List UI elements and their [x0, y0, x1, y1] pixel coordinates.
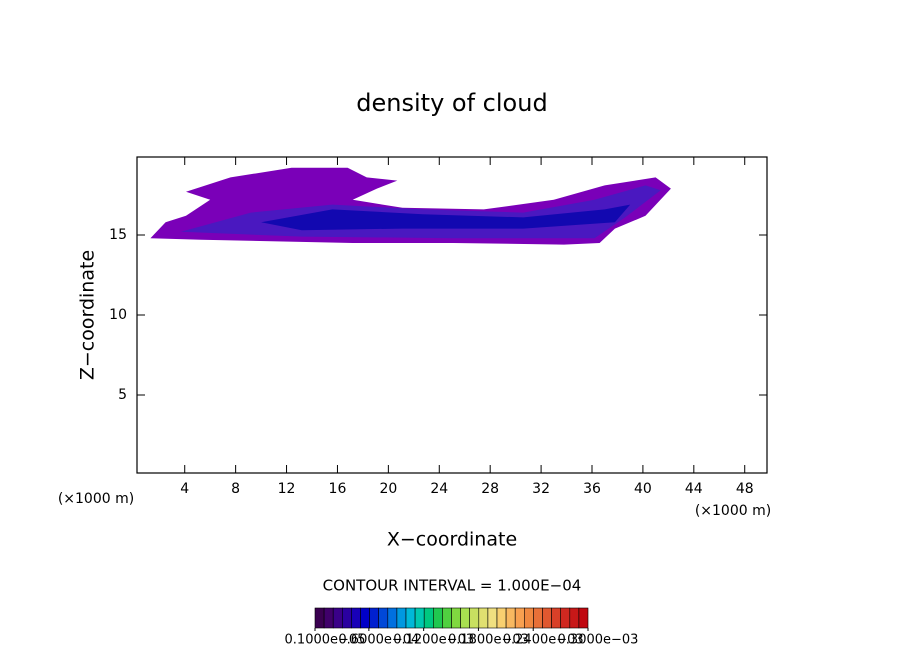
colorbar-cell: [432, 607, 443, 629]
colorbar-cell: [414, 607, 425, 629]
x-tick-label: 16: [329, 481, 347, 497]
colorbar-cell: [542, 607, 552, 629]
y-tick-label: 10: [109, 307, 127, 323]
colorbar-tick-label: 0.1800e−03: [448, 633, 529, 648]
colorbar-tick-label: 0.1200e−03: [393, 633, 474, 648]
colorbar-cell: [451, 607, 461, 629]
colorbar-cell: [341, 607, 352, 629]
colorbar-cell: [578, 607, 589, 629]
colorbar-cell: [551, 607, 561, 629]
colorbar-cell: [378, 607, 389, 629]
colorbar-cell: [405, 607, 416, 629]
x-tick-label: 4: [180, 481, 189, 497]
colorbar-cell: [496, 607, 507, 629]
colorbar-cell: [514, 607, 525, 629]
colorbar-cell: [505, 607, 516, 629]
colorbar-cell: [569, 607, 580, 629]
x-axis-label: X−coordinate: [387, 529, 517, 551]
x-tick-label: 48: [736, 481, 754, 497]
x-tick-label: 12: [278, 481, 296, 497]
colorbar-tick-label: 0.1000e−05: [285, 633, 366, 648]
colorbar-tick-label: 0.6000e−04: [338, 633, 419, 648]
colorbar-cell: [387, 607, 398, 629]
contour-region: [261, 204, 631, 231]
colorbar-cell: [460, 607, 471, 629]
x-tick-label: 20: [379, 481, 397, 497]
x-tick-label: 28: [481, 481, 499, 497]
colorbar-cell: [560, 607, 571, 629]
colorbar-tick-label: 0.3000e−03: [558, 633, 639, 648]
colorbar-cell: [469, 607, 480, 629]
x-tick-label: 44: [685, 481, 703, 497]
y-tick-label: 5: [118, 387, 127, 403]
colorbar-cell: [396, 607, 407, 629]
colorbar-cell: [478, 607, 489, 629]
x-tick-label: 8: [231, 481, 240, 497]
x-tick-label: 40: [634, 481, 652, 497]
x-tick-label: 24: [430, 481, 448, 497]
plot-area: [150, 167, 671, 245]
colorbar-cell: [423, 607, 434, 629]
colorbar-cell: [360, 607, 370, 629]
colorbar-cell: [369, 607, 380, 629]
colorbar-tick-label: 0.2400e−03: [503, 633, 584, 648]
colorbar-cell: [314, 607, 325, 629]
chart-title: density of cloud: [356, 89, 547, 117]
y-axis-label: Z−coordinate: [77, 250, 99, 380]
colorbar-cell: [323, 607, 334, 629]
colorbar-cell: [533, 607, 543, 629]
colorbar-cell: [351, 607, 361, 629]
colorbar-cell: [523, 607, 534, 629]
x-tick-label: 32: [532, 481, 550, 497]
colorbar-cell: [442, 607, 452, 629]
colorbar-cell: [487, 607, 498, 629]
y-tick-label: 15: [109, 227, 127, 243]
contour-interval: CONTOUR INTERVAL = 1.000E−04: [323, 577, 582, 595]
colorbar-cell: [332, 607, 343, 629]
x-tick-label: 36: [583, 481, 601, 497]
x-unit-label: (×1000 m): [58, 491, 134, 507]
x-unit-label: (×1000 m): [695, 503, 771, 519]
